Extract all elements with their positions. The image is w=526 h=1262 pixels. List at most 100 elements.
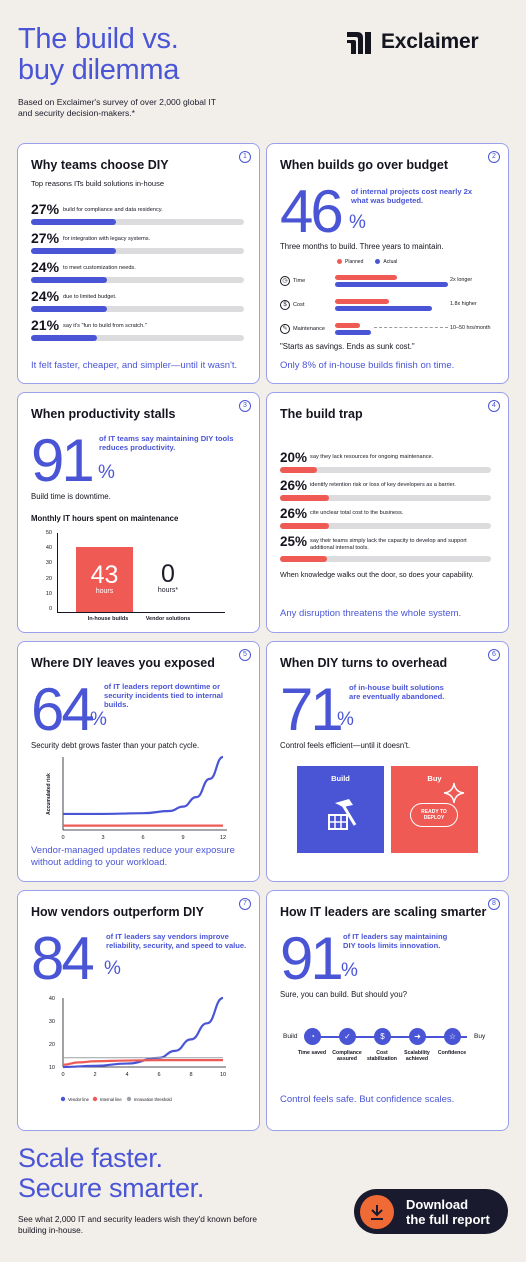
- y-tick-label: 30: [49, 1019, 55, 1025]
- y-tick-label: 0: [48, 606, 52, 612]
- big-stat-text: of internal projects cost nearly 2x what…: [351, 187, 473, 206]
- big-stat: 64: [31, 676, 95, 743]
- bar-unit: hours: [95, 587, 114, 595]
- trap-label: identify retention risk or loss of key d…: [310, 482, 456, 488]
- big-stat: 46: [280, 178, 344, 245]
- y-axis-label: Accumulated risk: [46, 773, 52, 815]
- x-tick-label: 6: [157, 1072, 160, 1078]
- trap-percent: 20%: [280, 450, 308, 465]
- vendor-chart: 40 30 20 10 0 2 4 6 8 10 Vendor line Internal line I…: [49, 996, 226, 1102]
- in-house-bar: 43 hours: [76, 546, 133, 612]
- reason-percent: 21%: [31, 317, 60, 333]
- big-stat-percent: %: [337, 709, 354, 730]
- reason-bar: [31, 306, 107, 312]
- legend-planned: Planned: [337, 259, 363, 265]
- reason-bar: [31, 335, 98, 341]
- x-tick-label: 0: [61, 835, 64, 841]
- trap-track: [280, 556, 491, 562]
- chart-legend: Planned Actual: [337, 259, 397, 265]
- y-tick-label: 20: [49, 1042, 55, 1048]
- x-tick-label: 3: [101, 835, 104, 841]
- x-category-label: Vendor solutions: [145, 616, 191, 622]
- card-number: 5: [239, 649, 251, 661]
- card-line: Security debt grows faster than your pat…: [31, 741, 200, 750]
- x-tick-label: 8: [189, 1072, 192, 1078]
- reason-track: [31, 277, 244, 283]
- shield-icon: ✓: [339, 1028, 356, 1045]
- logo-text: Exclaimer: [381, 30, 479, 53]
- trap-row: 26% cite unclear total cost to the busine…: [280, 506, 495, 529]
- x-tick-label: 10: [220, 1072, 226, 1078]
- big-stat-percent: %: [104, 958, 121, 979]
- card-footer: Vendor-managed updates reduce your expos…: [31, 845, 235, 868]
- download-button-label: Download the full report: [406, 1196, 490, 1227]
- vendor-series-line: [62, 1059, 223, 1066]
- reason-label: for integration with legacy systems.: [63, 236, 151, 242]
- big-stat: 91: [31, 427, 95, 494]
- exclaimer-logo-icon: [347, 32, 371, 54]
- reason-track: [31, 219, 244, 225]
- card-number: 8: [488, 898, 500, 910]
- page-subtitle: Based on Exclaimer's survey of over 2,00…: [18, 97, 216, 118]
- card-title: How IT leaders are scaling smarter: [280, 905, 487, 919]
- card-over-budget: 2 When builds go over budget 46 % of int…: [266, 143, 509, 384]
- reason-row: 24% to meet customization needs.: [31, 259, 246, 283]
- y-axis: [57, 533, 58, 613]
- risk-series-line: [63, 755, 224, 816]
- clock-icon: ◷: [280, 276, 290, 286]
- card-title: Why teams choose DIY: [31, 158, 169, 172]
- reason-label: say it's "fun to build from scratch.": [63, 323, 147, 329]
- bar-value: 43: [90, 560, 119, 589]
- actual-bar: [335, 330, 372, 335]
- reason-bar: [31, 248, 117, 254]
- x-axis: [57, 612, 225, 613]
- download-button[interactable]: Download the full report: [354, 1189, 508, 1234]
- card-productivity: 3 When productivity stalls 91 % of IT te…: [17, 392, 260, 633]
- y-tick-label: 50: [45, 530, 52, 536]
- card-title: When productivity stalls: [31, 407, 176, 421]
- trap-percent: 25%: [280, 534, 308, 549]
- clock-icon: ◔: [304, 1028, 321, 1045]
- step-label: Time saved: [297, 1050, 327, 1056]
- budget-row-note: 1.8x higher: [450, 301, 477, 307]
- legend-swatch: [92, 1096, 98, 1102]
- card-line: Build time is downtime.: [31, 492, 111, 501]
- reason-percent: 24%: [31, 259, 60, 275]
- card-vendors: 7 How vendors outperform DIY 84 % of IT …: [17, 890, 260, 1131]
- trap-bar: [280, 523, 329, 529]
- download-icon: [360, 1194, 394, 1229]
- card-number: 4: [488, 400, 500, 412]
- footer-title-line2: Secure smarter.: [18, 1173, 205, 1203]
- card-scaling: 8 How IT leaders are scaling smarter 91 …: [266, 890, 509, 1131]
- trap-label: say they lack resources for ongoing main…: [310, 454, 434, 460]
- reason-track: [31, 335, 244, 341]
- card-quote: "Starts as savings. Ends as sunk cost.": [280, 342, 415, 351]
- big-stat-text: of IT leaders say vendors improve reliab…: [106, 932, 247, 951]
- reason-percent: 24%: [31, 288, 60, 304]
- trap-bar: [280, 556, 327, 562]
- card-footer: Any disruption threatens the whole syste…: [280, 608, 462, 619]
- ready-to-deploy-badge: READY TO DEPLOY: [410, 803, 458, 827]
- buy-tile: Buy READY TO DEPLOY: [391, 766, 478, 853]
- big-stat-text: of IT leaders say maintaining DIY tools …: [343, 932, 448, 951]
- planned-bar: [335, 299, 390, 304]
- reason-percent: 27%: [31, 201, 60, 217]
- trap-label: cite unclear total cost to the business.: [310, 510, 404, 516]
- big-stat-percent: %: [349, 212, 366, 233]
- big-stat-percent: %: [98, 462, 115, 483]
- legend-swatch: [126, 1096, 132, 1102]
- big-stat-text: of IT teams say maintaining DIY tools re…: [99, 434, 234, 453]
- card-footer: It felt faster, cheaper, and simpler—unt…: [31, 360, 238, 371]
- page-title-line1: The build vs.: [18, 23, 179, 55]
- reason-row: 27% build for compliance and data residen…: [31, 201, 246, 225]
- card-number: 1: [239, 151, 251, 163]
- big-stat: 84: [31, 925, 95, 992]
- card-line: Three months to build. Three years to ma…: [280, 242, 444, 251]
- budget-row-note: 10–50 hrs/month: [450, 325, 491, 331]
- card-footer: Control feels safe. But confidence scale…: [280, 1094, 455, 1105]
- y-tick-label: 40: [45, 545, 52, 552]
- big-stat-text: of IT leaders report downtime or securit…: [104, 682, 223, 710]
- legend-label: Vendor line: [68, 1097, 90, 1102]
- card-number: 7: [239, 898, 251, 910]
- card-why-diy: 1 Why teams choose DIY Top reasons ITs b…: [17, 143, 260, 384]
